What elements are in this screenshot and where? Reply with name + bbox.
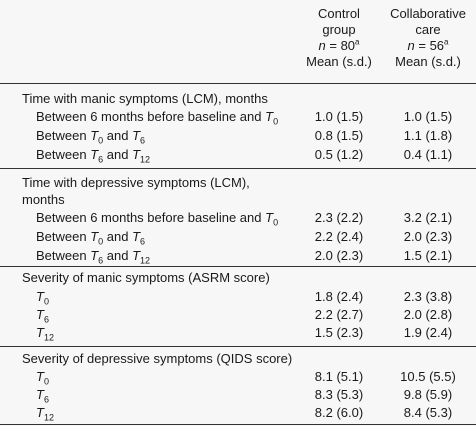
table-row: T6 8.3 (5.3) 9.8 (5.9) bbox=[0, 386, 476, 404]
collab-value: 8.4 (5.3) bbox=[403, 405, 453, 420]
control-value: 1.0 (1.5) bbox=[314, 109, 364, 124]
section-rule bbox=[0, 266, 476, 267]
table-header: Control group n = 80a Mean (s.d.) Collab… bbox=[0, 0, 476, 80]
row-label: Between T6 and T12 bbox=[36, 248, 151, 266]
section-title-depressive-time: Time with depressive symptoms (LCM), bbox=[22, 175, 250, 190]
control-value: 0.8 (1.5) bbox=[314, 128, 364, 143]
collab-value: 2.0 (2.8) bbox=[403, 307, 453, 322]
row-label: Between T0 and T6 bbox=[36, 128, 146, 146]
section-rule bbox=[0, 168, 476, 169]
collab-value: 0.4 (1.1) bbox=[403, 147, 453, 162]
table-row: T12 1.5 (2.3) 1.9 (2.4) bbox=[0, 324, 476, 342]
section-title-manic-time: Time with manic symptoms (LCM), months bbox=[22, 91, 268, 106]
row-label: Between 6 months before baseline and T0 bbox=[36, 210, 279, 228]
header-control-line2: group bbox=[322, 22, 356, 37]
row-label: T0 bbox=[36, 289, 49, 307]
control-value: 2.2 (2.7) bbox=[314, 307, 364, 322]
row-label: T12 bbox=[36, 325, 54, 343]
collab-value: 3.2 (2.1) bbox=[403, 210, 453, 225]
section-title-depressive-severity: Severity of depressive symptoms (QIDS sc… bbox=[22, 351, 293, 366]
header-collab-n: n = 56a bbox=[407, 37, 449, 53]
control-value: 2.0 (2.3) bbox=[314, 248, 364, 263]
row-label: T0 bbox=[36, 369, 49, 387]
header-control-line1: Control bbox=[318, 6, 360, 21]
header-control-group: Control group n = 80a Mean (s.d.) bbox=[298, 6, 380, 70]
table-row: Between 6 months before baseline and T0 … bbox=[0, 209, 476, 227]
collab-value: 10.5 (5.5) bbox=[400, 369, 456, 384]
table-row: T0 1.8 (2.4) 2.3 (3.8) bbox=[0, 288, 476, 306]
control-value: 1.5 (2.3) bbox=[314, 325, 364, 340]
collab-value: 2.3 (3.8) bbox=[403, 289, 453, 304]
collab-value: 1.1 (1.8) bbox=[403, 128, 453, 143]
collab-value: 1.9 (2.4) bbox=[403, 325, 453, 340]
section-title-manic-severity: Severity of manic symptoms (ASRM score) bbox=[22, 270, 270, 285]
table-row: T6 2.2 (2.7) 2.0 (2.8) bbox=[0, 306, 476, 324]
table-row: T0 8.1 (5.1) 10.5 (5.5) bbox=[0, 368, 476, 386]
header-control-n: n = 80a bbox=[318, 37, 360, 53]
header-collaborative-care: Collaborative care n = 56a Mean (s.d.) bbox=[380, 6, 476, 70]
table-row: Between T0 and T6 0.8 (1.5) 1.1 (1.8) bbox=[0, 127, 476, 145]
control-value: 1.8 (2.4) bbox=[314, 289, 364, 304]
table-row: T12 8.2 (6.0) 8.4 (5.3) bbox=[0, 404, 476, 422]
row-label: T12 bbox=[36, 405, 54, 423]
collab-value: 1.0 (1.5) bbox=[403, 109, 453, 124]
control-value: 8.3 (5.3) bbox=[314, 387, 364, 402]
table-row: Between T6 and T12 0.5 (1.2) 0.4 (1.1) bbox=[0, 146, 476, 164]
row-label: T6 bbox=[36, 307, 49, 325]
row-label: Between T6 and T12 bbox=[36, 147, 151, 165]
collab-value: 1.5 (2.1) bbox=[403, 248, 453, 263]
table-row: Between 6 months before baseline and T0 … bbox=[0, 108, 476, 126]
header-rule bbox=[0, 83, 476, 84]
header-collab-stat: Mean (s.d.) bbox=[395, 54, 461, 69]
section-rule bbox=[0, 346, 476, 347]
collab-value: 2.0 (2.3) bbox=[403, 229, 453, 244]
header-collab-line1: Collaborative bbox=[390, 6, 466, 21]
header-collab-line2: care bbox=[415, 22, 441, 37]
control-value: 0.5 (1.2) bbox=[314, 147, 364, 162]
header-control-stat: Mean (s.d.) bbox=[306, 54, 372, 69]
control-value: 8.1 (5.1) bbox=[314, 369, 364, 384]
control-value: 2.2 (2.4) bbox=[314, 229, 364, 244]
collab-value: 9.8 (5.9) bbox=[403, 387, 453, 402]
row-label: T6 bbox=[36, 387, 49, 405]
row-label: Between T0 and T6 bbox=[36, 229, 146, 247]
section-title-depressive-time-cont: months bbox=[22, 192, 65, 207]
table-row: Between T0 and T6 2.2 (2.4) 2.0 (2.3) bbox=[0, 228, 476, 246]
bottom-rule bbox=[0, 424, 476, 425]
control-value: 2.3 (2.2) bbox=[314, 210, 364, 225]
table-row: Between T6 and T12 2.0 (2.3) 1.5 (2.1) bbox=[0, 247, 476, 265]
row-label: Between 6 months before baseline and T0 bbox=[36, 109, 279, 127]
control-value: 8.2 (6.0) bbox=[314, 405, 364, 420]
